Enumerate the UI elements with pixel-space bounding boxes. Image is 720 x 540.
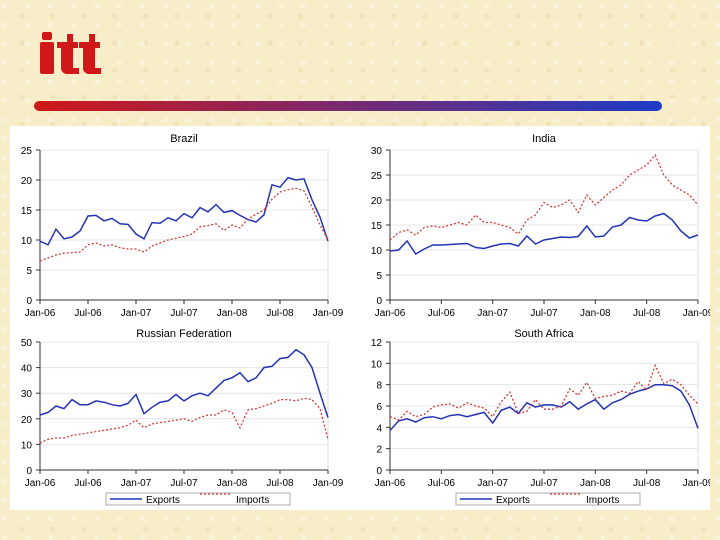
y-tick-label: 40 <box>21 364 33 375</box>
y-tick-label: 4 <box>376 423 382 434</box>
legend-imports-label: Imports <box>586 495 619 506</box>
x-tick-label: Jan-06 <box>375 308 406 319</box>
chart-india: India 0 5 10 15 20 25 30 Jan-06 Jul-06 Jan-07 Jul-0… <box>371 133 710 319</box>
x-tick-label: Jul-08 <box>633 308 661 319</box>
y-tick-label: 0 <box>26 296 32 307</box>
x-tick-label: Jul-06 <box>428 478 456 489</box>
x-tick-label: Jul-07 <box>530 478 558 489</box>
y-tick-label: 30 <box>371 146 383 157</box>
legend-box <box>455 492 641 506</box>
y-tick-label: 10 <box>21 236 33 247</box>
y-tick-label: 20 <box>371 196 383 207</box>
header-banner <box>34 101 662 111</box>
x-tick-label: Jul-08 <box>266 308 294 319</box>
logo-letter-i <box>40 42 54 74</box>
x-tick-label: Jul-07 <box>170 478 198 489</box>
x-tick-label: Jul-06 <box>74 478 102 489</box>
chart-title: India <box>532 133 557 145</box>
x-tick-label: Jan-08 <box>580 308 611 319</box>
chart-legend: Exports Imports <box>455 492 641 506</box>
chart-legend: Exports Imports <box>105 492 291 506</box>
y-tick-label: 12 <box>371 338 383 349</box>
x-tick-label: Jan-08 <box>580 478 611 489</box>
x-tick-label: Jul-08 <box>633 478 661 489</box>
x-tick-label: Jan-06 <box>25 308 56 319</box>
y-tick-label: 10 <box>21 440 33 451</box>
x-tick-label: Jul-07 <box>530 308 558 319</box>
y-tick-label: 0 <box>376 296 382 307</box>
logo-letter-t1 <box>57 42 79 74</box>
y-tick-label: 15 <box>371 221 383 232</box>
x-tick-label: Jul-06 <box>74 308 102 319</box>
chart-title: South Africa <box>514 328 574 340</box>
logo-stem-t2 <box>89 34 95 42</box>
y-tick-label: 50 <box>21 338 33 349</box>
legend-exports-label: Exports <box>496 495 530 506</box>
y-tick-label: 30 <box>21 389 33 400</box>
x-tick-label: Jan-09 <box>313 478 344 489</box>
x-tick-label: Jan-07 <box>121 308 152 319</box>
y-tick-label: 25 <box>21 146 33 157</box>
imports-series-line <box>39 187 329 262</box>
chart-title: Brazil <box>170 133 198 145</box>
plot-area <box>39 341 329 471</box>
legend-box <box>105 492 291 506</box>
y-tick-label: 6 <box>376 402 382 413</box>
x-tick-label: Jan-07 <box>121 478 152 489</box>
charts-panel: Brazil 0 5 10 15 20 25 Jan-06 Jul-06 Jan-07 Jul-07… <box>10 126 710 510</box>
legend-imports-label: Imports <box>236 495 269 506</box>
banner-bar <box>34 101 662 111</box>
plot-area <box>39 149 329 301</box>
imports-series-line <box>389 153 699 241</box>
y-tick-label: 15 <box>21 206 33 217</box>
y-tick-label: 10 <box>371 246 383 257</box>
x-tick-label: Jan-06 <box>375 478 406 489</box>
y-tick-label: 0 <box>376 466 382 477</box>
x-tick-label: Jan-07 <box>477 308 508 319</box>
y-tick-label: 10 <box>371 359 383 370</box>
y-tick-label: 5 <box>26 266 32 277</box>
x-tick-label: Jan-09 <box>683 478 710 489</box>
y-tick-label: 20 <box>21 176 33 187</box>
x-tick-label: Jan-06 <box>25 478 56 489</box>
y-tick-label: 8 <box>376 381 382 392</box>
legend-exports-label: Exports <box>146 495 180 506</box>
itt-logo <box>40 32 101 74</box>
logo-dot <box>42 32 52 40</box>
imports-series-line <box>389 363 699 421</box>
chart-title: Russian Federation <box>136 328 231 340</box>
y-tick-label: 25 <box>371 171 383 182</box>
x-tick-label: Jan-08 <box>217 478 248 489</box>
x-tick-label: Jan-08 <box>217 308 248 319</box>
x-tick-label: Jul-08 <box>266 478 294 489</box>
x-tick-label: Jan-09 <box>683 308 710 319</box>
exports-series-line <box>39 348 329 418</box>
imports-series-line <box>39 397 329 444</box>
x-tick-label: Jul-07 <box>170 308 198 319</box>
chart-russia: Russian Federation 0 10 20 30 40 50 Jan-06 Jul-0… <box>21 328 344 506</box>
y-tick-label: 20 <box>21 415 33 426</box>
y-tick-label: 2 <box>376 445 382 456</box>
logo-stem-t1 <box>67 34 73 42</box>
x-tick-label: Jul-06 <box>428 308 456 319</box>
chart-brazil: Brazil 0 5 10 15 20 25 Jan-06 Jul-06 Jan-07 Jul-07… <box>21 133 344 319</box>
chart-south-africa: South Africa 0 2 4 6 8 10 12 Jan-06 Jul-06 Jan-07 J… <box>371 328 710 506</box>
y-tick-label: 0 <box>26 466 32 477</box>
x-tick-label: Jan-09 <box>313 308 344 319</box>
x-tick-label: Jan-07 <box>477 478 508 489</box>
exports-series-line <box>39 176 329 246</box>
y-tick-label: 5 <box>376 271 382 282</box>
logo-letter-t2 <box>79 42 101 74</box>
exports-series-line <box>389 212 699 256</box>
